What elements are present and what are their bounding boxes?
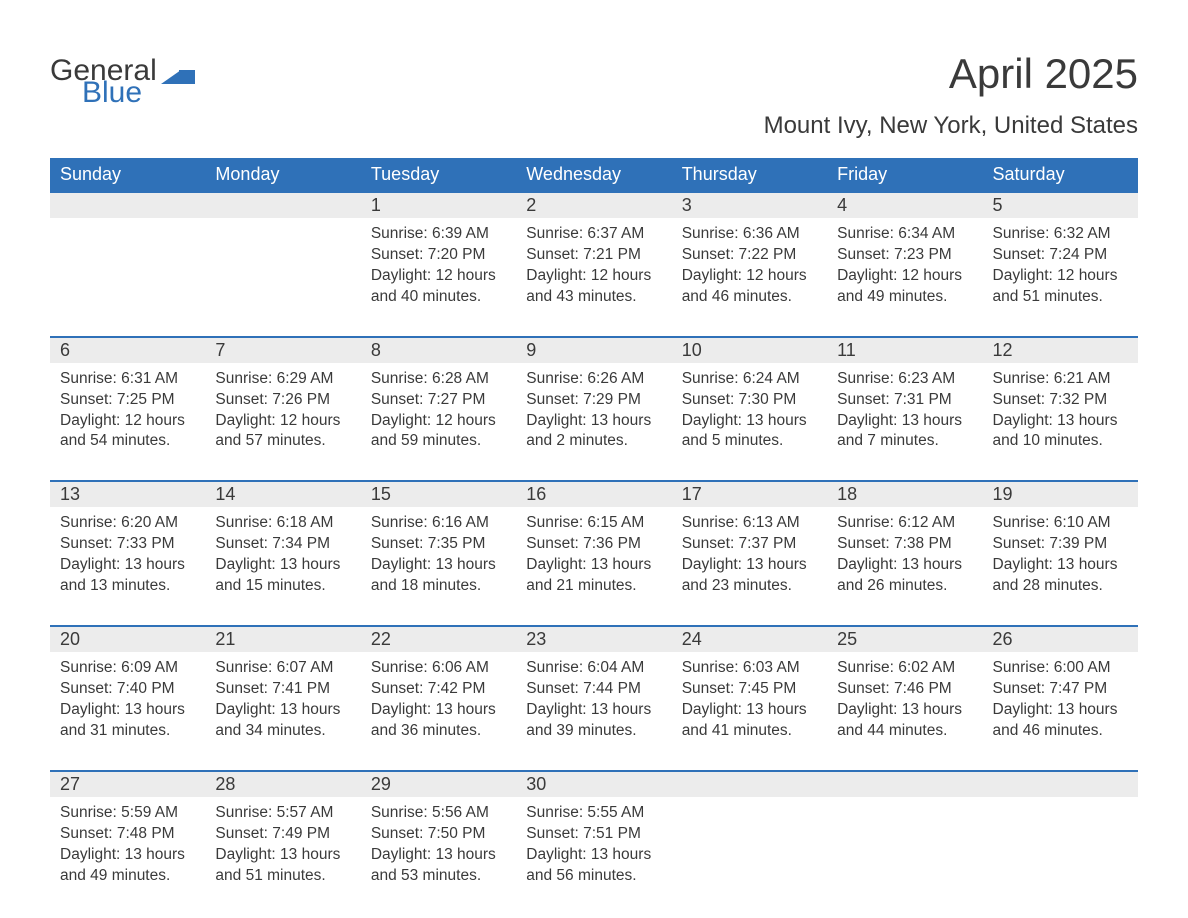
day-content-cell: Sunrise: 6:12 AMSunset: 7:38 PMDaylight:… [827,507,982,626]
day-content-cell: Sunrise: 6:10 AMSunset: 7:39 PMDaylight:… [983,507,1138,626]
day-number-cell: 28 [205,771,360,797]
day-content-cell: Sunrise: 5:56 AMSunset: 7:50 PMDaylight:… [361,797,516,915]
header: General Blue April 2025 Mount Ivy, New Y… [50,50,1138,140]
day-content-cell: Sunrise: 6:13 AMSunset: 7:37 PMDaylight:… [672,507,827,626]
day-content-row: Sunrise: 6:09 AMSunset: 7:40 PMDaylight:… [50,652,1138,771]
col-thursday: Thursday [672,158,827,192]
day-content-cell: Sunrise: 6:20 AMSunset: 7:33 PMDaylight:… [50,507,205,626]
day-content-cell: Sunrise: 5:59 AMSunset: 7:48 PMDaylight:… [50,797,205,915]
day-number-cell: 3 [672,192,827,218]
day-content-cell: Sunrise: 6:07 AMSunset: 7:41 PMDaylight:… [205,652,360,771]
day-content-cell: Sunrise: 6:36 AMSunset: 7:22 PMDaylight:… [672,218,827,337]
col-monday: Monday [205,158,360,192]
day-content-cell: Sunrise: 6:04 AMSunset: 7:44 PMDaylight:… [516,652,671,771]
day-content-cell: Sunrise: 6:34 AMSunset: 7:23 PMDaylight:… [827,218,982,337]
day-number-cell [827,771,982,797]
day-number-cell: 8 [361,337,516,363]
day-number-cell: 11 [827,337,982,363]
day-content-cell: Sunrise: 6:32 AMSunset: 7:24 PMDaylight:… [983,218,1138,337]
day-number-cell: 5 [983,192,1138,218]
day-number-cell [50,192,205,218]
day-number-cell: 10 [672,337,827,363]
day-content-cell: Sunrise: 6:06 AMSunset: 7:42 PMDaylight:… [361,652,516,771]
day-content-cell: Sunrise: 6:28 AMSunset: 7:27 PMDaylight:… [361,363,516,482]
day-content-cell: Sunrise: 6:16 AMSunset: 7:35 PMDaylight:… [361,507,516,626]
day-content-cell: Sunrise: 6:21 AMSunset: 7:32 PMDaylight:… [983,363,1138,482]
day-content-cell: Sunrise: 6:39 AMSunset: 7:20 PMDaylight:… [361,218,516,337]
day-number-row: 12345 [50,192,1138,218]
day-number-cell: 1 [361,192,516,218]
day-content-cell [983,797,1138,915]
day-number-row: 20212223242526 [50,626,1138,652]
day-number-cell: 16 [516,481,671,507]
day-number-cell: 4 [827,192,982,218]
col-wednesday: Wednesday [516,158,671,192]
day-number-cell: 21 [205,626,360,652]
day-content-row: Sunrise: 6:20 AMSunset: 7:33 PMDaylight:… [50,507,1138,626]
day-content-cell [827,797,982,915]
month-title: April 2025 [764,50,1138,98]
col-friday: Friday [827,158,982,192]
day-number-cell: 30 [516,771,671,797]
day-number-cell: 7 [205,337,360,363]
day-number-cell [983,771,1138,797]
day-content-cell: Sunrise: 6:37 AMSunset: 7:21 PMDaylight:… [516,218,671,337]
day-number-cell [205,192,360,218]
day-content-cell: Sunrise: 6:09 AMSunset: 7:40 PMDaylight:… [50,652,205,771]
day-content-cell: Sunrise: 6:24 AMSunset: 7:30 PMDaylight:… [672,363,827,482]
day-content-cell [672,797,827,915]
day-content-cell: Sunrise: 6:03 AMSunset: 7:45 PMDaylight:… [672,652,827,771]
day-content-cell: Sunrise: 6:02 AMSunset: 7:46 PMDaylight:… [827,652,982,771]
calendar-table: Sunday Monday Tuesday Wednesday Thursday… [50,158,1138,914]
day-content-row: Sunrise: 6:31 AMSunset: 7:25 PMDaylight:… [50,363,1138,482]
logo-text-blue: Blue [82,78,161,108]
day-content-cell: Sunrise: 6:18 AMSunset: 7:34 PMDaylight:… [205,507,360,626]
day-number-row: 27282930 [50,771,1138,797]
weekday-header-row: Sunday Monday Tuesday Wednesday Thursday… [50,158,1138,192]
day-content-cell: Sunrise: 6:29 AMSunset: 7:26 PMDaylight:… [205,363,360,482]
day-content-cell: Sunrise: 6:15 AMSunset: 7:36 PMDaylight:… [516,507,671,626]
logo: General Blue [50,56,161,108]
day-content-row: Sunrise: 5:59 AMSunset: 7:48 PMDaylight:… [50,797,1138,915]
day-number-row: 13141516171819 [50,481,1138,507]
day-content-cell: Sunrise: 6:26 AMSunset: 7:29 PMDaylight:… [516,363,671,482]
day-number-row: 6789101112 [50,337,1138,363]
day-number-cell: 18 [827,481,982,507]
col-saturday: Saturday [983,158,1138,192]
day-content-cell: Sunrise: 6:00 AMSunset: 7:47 PMDaylight:… [983,652,1138,771]
day-number-cell: 27 [50,771,205,797]
day-content-cell: Sunrise: 6:31 AMSunset: 7:25 PMDaylight:… [50,363,205,482]
day-content-cell [205,218,360,337]
day-number-cell: 15 [361,481,516,507]
day-number-cell: 17 [672,481,827,507]
day-number-cell: 26 [983,626,1138,652]
day-number-cell: 25 [827,626,982,652]
day-number-cell: 22 [361,626,516,652]
location-subtitle: Mount Ivy, New York, United States [764,112,1138,140]
col-tuesday: Tuesday [361,158,516,192]
day-number-cell: 9 [516,337,671,363]
day-number-cell: 24 [672,626,827,652]
day-number-cell [672,771,827,797]
day-number-cell: 14 [205,481,360,507]
day-number-cell: 6 [50,337,205,363]
day-number-cell: 19 [983,481,1138,507]
day-number-cell: 23 [516,626,671,652]
day-number-cell: 20 [50,626,205,652]
day-content-row: Sunrise: 6:39 AMSunset: 7:20 PMDaylight:… [50,218,1138,337]
day-content-cell: Sunrise: 6:23 AMSunset: 7:31 PMDaylight:… [827,363,982,482]
day-number-cell: 13 [50,481,205,507]
day-content-cell [50,218,205,337]
day-number-cell: 2 [516,192,671,218]
day-content-cell: Sunrise: 5:57 AMSunset: 7:49 PMDaylight:… [205,797,360,915]
day-number-cell: 29 [361,771,516,797]
day-content-cell: Sunrise: 5:55 AMSunset: 7:51 PMDaylight:… [516,797,671,915]
day-number-cell: 12 [983,337,1138,363]
col-sunday: Sunday [50,158,205,192]
